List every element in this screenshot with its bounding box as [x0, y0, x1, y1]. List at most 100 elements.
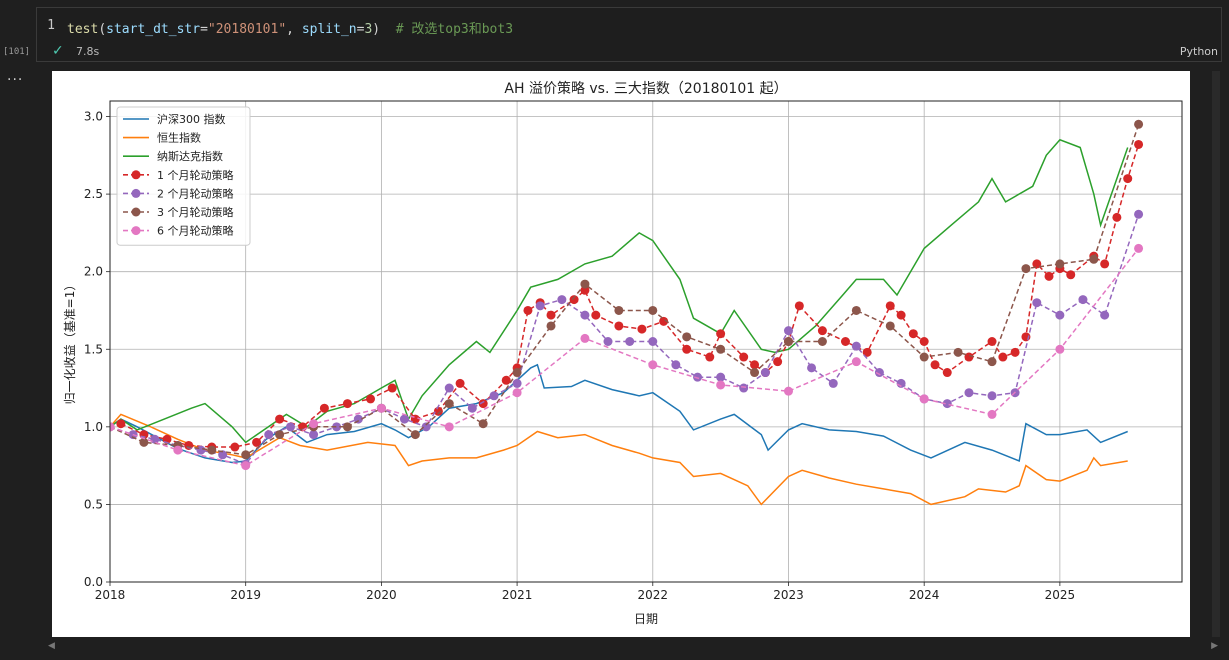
- series-line-3: [110, 138, 1129, 444]
- series-point: [783, 337, 793, 346]
- y-tick-label: 0.0: [84, 575, 103, 589]
- series-point: [919, 394, 929, 404]
- execution-count: [101]: [3, 47, 31, 57]
- series-point: [648, 360, 658, 370]
- legend-marker: [131, 226, 141, 236]
- legend-marker: [131, 188, 141, 198]
- legend-label: 纳斯达克指数: [157, 149, 223, 163]
- code-comment: # 改选top3和bot3: [395, 22, 514, 37]
- series-point: [580, 279, 590, 289]
- series-point: [1134, 119, 1144, 129]
- y-axis-label: 归一化收益（基准=1）: [63, 279, 77, 405]
- series-point: [591, 310, 601, 320]
- series-point: [285, 422, 295, 432]
- series-point: [896, 310, 906, 320]
- legend-marker: [131, 207, 141, 217]
- legend-label: 恒生指数: [157, 131, 201, 145]
- code-line[interactable]: test(start_dt_str="20180101", split_n=3)…: [67, 22, 514, 37]
- series-point: [455, 378, 465, 388]
- series-point: [942, 399, 952, 409]
- series-point: [1112, 212, 1122, 222]
- series-point: [1134, 139, 1144, 149]
- series-7: [110, 243, 1144, 471]
- series-point: [1066, 270, 1076, 280]
- y-tick-label: 3.0: [84, 110, 103, 124]
- series-point: [218, 450, 228, 460]
- series-point: [1021, 264, 1031, 274]
- series-point: [1010, 347, 1020, 357]
- series-point: [964, 352, 974, 362]
- success-check-icon: ✓: [52, 43, 64, 59]
- series-point: [614, 321, 624, 331]
- series-point: [885, 301, 895, 311]
- series-point: [230, 442, 240, 452]
- more-actions-button[interactable]: ...: [7, 68, 24, 84]
- series-line-7: [110, 247, 1140, 467]
- series-line-6: [110, 124, 1140, 456]
- series-point: [264, 430, 274, 440]
- series-point: [523, 305, 533, 315]
- series-point: [817, 337, 827, 346]
- horizontal-scrollbar[interactable]: ◀ ▶: [36, 641, 1222, 657]
- series-point: [342, 399, 352, 409]
- x-tick-label: 2025: [1045, 588, 1076, 602]
- series-point: [557, 295, 567, 305]
- series-point: [648, 337, 658, 346]
- series-point: [1044, 271, 1054, 281]
- series-point: [851, 341, 861, 351]
- series-point: [241, 450, 251, 460]
- code-value-split: 3: [364, 22, 373, 37]
- series-point: [840, 337, 850, 346]
- series-point: [444, 383, 454, 393]
- scroll-right-arrow-icon[interactable]: ▶: [1211, 641, 1218, 651]
- series-line-5: [110, 214, 1140, 466]
- series-point: [150, 434, 160, 444]
- series-point: [614, 305, 624, 315]
- series-point: [807, 363, 817, 373]
- series-point: [1055, 259, 1065, 269]
- series-point: [648, 305, 658, 315]
- cell-output: 2018 2019 2020 2021 2022 2023 2024 2025 0.0 0.5 1.…: [52, 71, 1190, 637]
- output-scrollbar[interactable]: [1212, 71, 1220, 637]
- series-point: [580, 285, 590, 295]
- series-point: [739, 352, 749, 362]
- series-point: [919, 352, 929, 362]
- series-point: [309, 430, 319, 440]
- series-point: [1100, 310, 1110, 320]
- series-point: [953, 347, 963, 357]
- series-point: [444, 422, 454, 432]
- series-point: [716, 380, 726, 390]
- series-point: [693, 372, 703, 382]
- series-point: [399, 414, 409, 424]
- series-point: [332, 422, 342, 432]
- series-point: [625, 337, 635, 346]
- series-point: [964, 388, 974, 398]
- series-point: [241, 461, 251, 471]
- x-tick-label: 2019: [230, 588, 261, 602]
- series-point: [433, 406, 443, 416]
- x-tick-label: 2018: [95, 588, 126, 602]
- series-point: [659, 316, 669, 326]
- series-point: [794, 301, 804, 311]
- y-tick-label: 1.0: [84, 420, 103, 434]
- series-point: [739, 383, 749, 393]
- series-point: [919, 337, 929, 346]
- x-tick-label: 2021: [502, 588, 533, 602]
- series-3: [110, 138, 1129, 444]
- series-point: [783, 386, 793, 396]
- series-point: [942, 368, 952, 378]
- series-point: [139, 437, 149, 447]
- series-2: [110, 413, 1128, 506]
- legend-label: 沪深300 指数: [157, 112, 226, 126]
- series-point: [207, 445, 217, 455]
- code-cell[interactable]: 1 test(start_dt_str="20180101", split_n=…: [36, 7, 1222, 62]
- scroll-left-arrow-icon[interactable]: ◀: [48, 641, 55, 651]
- series-point: [501, 375, 511, 385]
- series-point: [998, 352, 1008, 362]
- series-point: [682, 332, 692, 342]
- x-tick-label: 2024: [909, 588, 940, 602]
- cell-language-button[interactable]: Python: [1179, 45, 1218, 58]
- y-tick-label: 2.5: [84, 187, 103, 201]
- series-point: [110, 422, 115, 432]
